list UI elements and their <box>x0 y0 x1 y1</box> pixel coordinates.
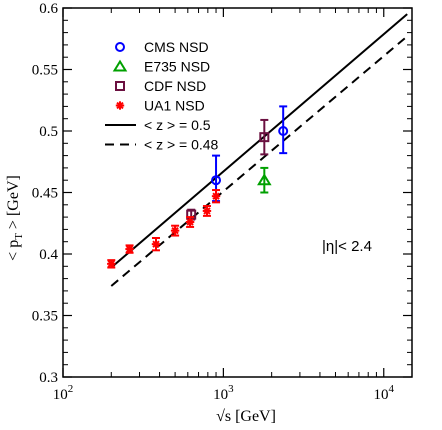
point-marker <box>107 259 116 269</box>
marker-stroke <box>107 260 115 268</box>
x-tick-label: 103 <box>213 383 234 403</box>
marker-shape <box>115 81 125 91</box>
data-point <box>278 105 289 155</box>
y-tick-label: 0.5 <box>39 124 58 140</box>
marker-stroke <box>152 240 160 248</box>
data-point <box>202 205 212 217</box>
point-marker <box>278 126 289 136</box>
point-marker <box>259 132 270 143</box>
fit-line-dashed <box>110 35 408 287</box>
marker-stroke <box>116 101 124 110</box>
legend-entry: < z > = 0.48 <box>105 137 219 153</box>
legend-entry: CMS NSD <box>115 39 209 55</box>
plot-frame <box>62 7 413 378</box>
data-point <box>257 166 272 194</box>
y-tick-label: 0.45 <box>32 186 58 202</box>
legend: CMS NSD E735 NSD CDF NSD UA1 NSD < z > = 0.5… <box>105 39 219 153</box>
y-tick-label: 0.35 <box>32 309 58 325</box>
data-point <box>170 224 180 237</box>
point-marker <box>211 175 222 186</box>
y-axis-label: < pT > [GeV] <box>5 175 25 261</box>
data-point <box>259 118 270 156</box>
legend-marker <box>115 42 125 52</box>
marker-shape <box>112 59 128 72</box>
legend-entry: CDF NSD <box>115 78 206 94</box>
legend-entry: < z > = 0.5 <box>105 117 211 133</box>
point-marker <box>185 217 195 227</box>
data-point <box>211 189 221 204</box>
eta-annotation: |η|< 2.4 <box>322 238 372 255</box>
point-marker <box>170 226 180 235</box>
x-tick-label: 104 <box>374 383 395 403</box>
legend-entry: UA1 NSD <box>115 98 205 114</box>
legend-label: < z > = 0.5 <box>144 117 211 133</box>
y-tick-label: 0.4 <box>39 247 58 263</box>
y-tick-label: 0.55 <box>32 63 58 79</box>
legend-label: CDF NSD <box>144 78 206 94</box>
legend-entry: E735 NSD <box>112 59 210 75</box>
legend-marker <box>112 59 128 72</box>
legend-label: < z > = 0.48 <box>144 137 219 153</box>
marker-stroke <box>125 245 134 253</box>
legend-label: CMS NSD <box>144 39 209 55</box>
marker-shape <box>257 173 272 186</box>
point-marker <box>151 239 161 249</box>
marker-shape <box>211 175 222 186</box>
point-marker <box>125 244 134 254</box>
legend-label: E735 NSD <box>144 59 210 75</box>
marker-stroke <box>171 226 179 235</box>
y-tick-label: 0.3 <box>39 370 58 386</box>
point-marker <box>211 191 221 201</box>
data-point <box>185 216 195 228</box>
x-axis-label: √s [GeV] <box>216 408 276 425</box>
y-tick-label: 0.6 <box>39 1 58 17</box>
point-marker <box>202 206 212 216</box>
data-point <box>151 237 161 252</box>
data-point <box>125 244 134 254</box>
legend-label: UA1 NSD <box>144 98 205 114</box>
marker-shape <box>115 42 125 52</box>
marker-stroke <box>186 218 194 226</box>
legend-marker <box>115 81 125 91</box>
legend-marker <box>115 101 125 110</box>
point-marker <box>257 173 272 186</box>
marker-stroke <box>212 192 220 200</box>
point-marker <box>186 209 197 220</box>
marker-shape <box>278 126 289 136</box>
x-tick-label: 102 <box>53 383 74 403</box>
data-point <box>107 259 116 269</box>
marker-shape <box>186 209 197 220</box>
fit-line-solid <box>110 13 408 269</box>
marker-shape <box>259 132 270 143</box>
marker-stroke <box>203 207 211 215</box>
